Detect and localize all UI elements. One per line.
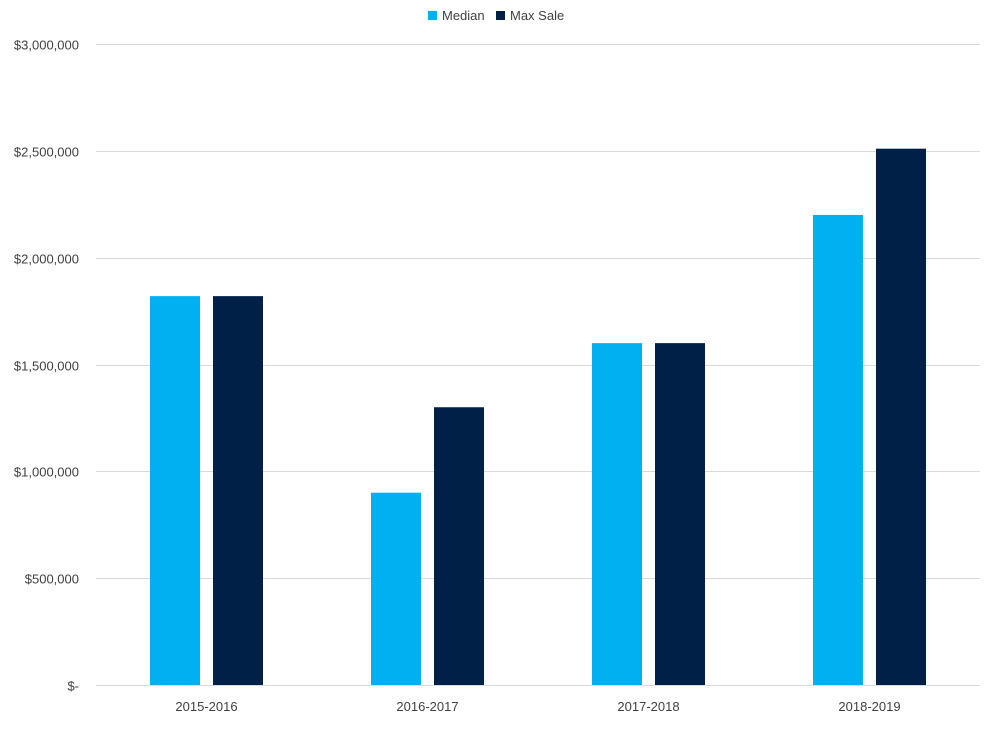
y-tick-label: $3,000,000 — [14, 38, 79, 53]
y-tick-label: $2,000,000 — [14, 252, 79, 267]
y-tick-label: $1,500,000 — [14, 359, 79, 374]
bar-median-2018-2019 — [813, 214, 863, 685]
x-category-label: 2015-2016 — [175, 699, 237, 714]
x-category-label: 2017-2018 — [617, 699, 679, 714]
y-axis-tick-labels: $- $500,000 $1,000,000 $1,500,000 $2,000,000… — [14, 38, 79, 694]
bar-median-2017-2018 — [592, 343, 642, 685]
legend-swatch-max-sale — [496, 11, 505, 20]
legend-swatch-median — [428, 11, 437, 20]
bars — [150, 148, 926, 686]
bar-max-sale-2016-2017 — [434, 407, 484, 685]
legend-label-median: Median — [442, 8, 485, 23]
legend-label-max-sale: Max Sale — [510, 8, 564, 23]
x-category-label: 2018-2019 — [838, 699, 900, 714]
bar-median-2016-2017 — [371, 492, 421, 685]
bar-max-sale-2015-2016 — [213, 296, 263, 685]
y-tick-label: $2,500,000 — [14, 145, 79, 160]
y-tick-label: $- — [67, 679, 79, 694]
bar-median-2015-2016 — [150, 296, 200, 685]
x-category-label: 2016-2017 — [396, 699, 458, 714]
x-axis-category-labels: 2015-2016 2016-2017 2017-2018 2018-2019 — [175, 699, 900, 714]
legend: Median Max Sale — [428, 8, 564, 23]
bar-max-sale-2017-2018 — [655, 343, 705, 685]
bar-max-sale-2018-2019 — [876, 148, 926, 686]
y-tick-label: $1,000,000 — [14, 465, 79, 480]
y-tick-label: $500,000 — [25, 572, 79, 587]
